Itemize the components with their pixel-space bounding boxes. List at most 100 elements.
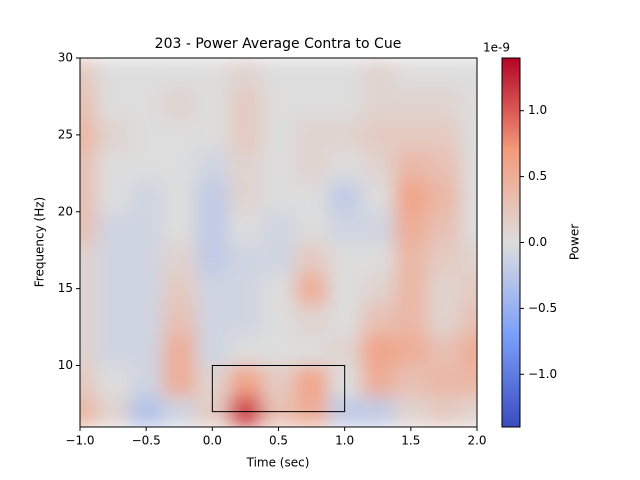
heatmap-cell <box>162 150 197 182</box>
heatmap-cell <box>195 88 230 120</box>
heatmap-cell <box>80 273 98 305</box>
heatmap-cell <box>427 150 461 182</box>
heatmap-cell <box>361 304 395 336</box>
heatmap-cell <box>394 242 428 274</box>
heatmap-cell <box>80 396 98 427</box>
heatmap-cell <box>361 181 395 213</box>
heatmap-cell <box>228 242 263 274</box>
heatmap-cell <box>96 181 131 213</box>
heatmap-cell <box>228 181 263 213</box>
heatmap-cell <box>361 150 395 182</box>
heatmap-cell <box>394 150 428 182</box>
heatmap-cell <box>96 211 131 243</box>
heatmap-cell <box>460 181 477 213</box>
heatmap-cell <box>361 396 395 427</box>
heatmap-cell <box>361 273 395 305</box>
heatmap-cell <box>162 242 197 274</box>
heatmap-cell <box>129 273 164 305</box>
heatmap-cell <box>129 181 164 213</box>
colorbar-tick-label: 0.5 <box>528 169 547 183</box>
heatmap-cell <box>195 273 230 305</box>
heatmap-cell <box>162 334 197 366</box>
heatmap-cell <box>162 396 197 427</box>
heatmap-cell <box>261 273 296 305</box>
colorbar-offset: 1e-9 <box>483 41 510 55</box>
heatmap-cell <box>394 396 428 427</box>
heatmap-cell <box>80 88 98 120</box>
y-axis-label: Frequency (Hz) <box>33 197 47 288</box>
heatmap-cell <box>80 242 98 274</box>
heatmap-cell <box>328 119 362 151</box>
heatmap-cell <box>295 150 329 182</box>
heatmap-cell <box>80 181 98 213</box>
heatmap-cell <box>129 365 164 397</box>
heatmap-cell <box>261 181 296 213</box>
heatmap-cell <box>361 88 395 120</box>
heatmap-cell <box>96 88 131 120</box>
heatmap-cell <box>427 58 461 90</box>
heatmap-cell <box>394 365 428 397</box>
heatmap-cell <box>129 88 164 120</box>
heatmap <box>80 58 477 427</box>
heatmap-cell <box>96 365 131 397</box>
x-tick-label: 1.5 <box>401 434 420 448</box>
heatmap-cell <box>228 150 263 182</box>
heatmap-cell <box>427 181 461 213</box>
heatmap-cell <box>162 119 197 151</box>
heatmap-cell <box>361 119 395 151</box>
heatmap-cell <box>361 211 395 243</box>
heatmap-cell <box>328 242 362 274</box>
heatmap-cell <box>394 181 428 213</box>
heatmap-cell <box>129 334 164 366</box>
heatmap-cell <box>460 365 477 397</box>
heatmap-cell <box>328 211 362 243</box>
heatmap-cell <box>361 58 395 90</box>
heatmap-cell <box>261 58 296 90</box>
x-tick-label: 0.5 <box>269 434 288 448</box>
heatmap-cell <box>295 334 329 366</box>
heatmap-cell <box>460 273 477 305</box>
heatmap-cell <box>96 242 131 274</box>
y-tick-label: 25 <box>58 127 73 141</box>
heatmap-cell <box>328 58 362 90</box>
heatmap-cell <box>228 304 263 336</box>
heatmap-cell <box>394 334 428 366</box>
heatmap-cell <box>295 211 329 243</box>
heatmap-cell <box>80 211 98 243</box>
x-tick-label: 0.0 <box>203 434 222 448</box>
heatmap-cell <box>295 365 329 397</box>
heatmap-cell <box>460 150 477 182</box>
heatmap-cell <box>394 304 428 336</box>
heatmap-cell <box>460 334 477 366</box>
heatmap-cell <box>195 181 230 213</box>
x-tick-label: −0.5 <box>132 434 161 448</box>
heatmap-cell <box>129 242 164 274</box>
y-tick-label: 30 <box>58 51 73 65</box>
heatmap-cell <box>195 58 230 90</box>
heatmap-cell <box>460 396 477 427</box>
heatmap-cell <box>295 242 329 274</box>
heatmap-cell <box>96 334 131 366</box>
heatmap-cell <box>96 396 131 427</box>
heatmap-cell <box>228 58 263 90</box>
heatmap-cell <box>80 58 98 90</box>
heatmap-cell <box>427 365 461 397</box>
heatmap-cell <box>328 150 362 182</box>
heatmap-cell <box>195 211 230 243</box>
heatmap-cell <box>261 334 296 366</box>
colorbar-tick-label: −1.0 <box>528 367 557 381</box>
chart-title: 203 - Power Average Contra to Cue <box>155 36 402 52</box>
heatmap-cell <box>96 150 131 182</box>
heatmap-cell <box>228 334 263 366</box>
heatmap-cell <box>460 88 477 120</box>
colorbar-tick-label: 1.0 <box>528 103 547 117</box>
heatmap-cell <box>427 242 461 274</box>
heatmap-cell <box>328 334 362 366</box>
heatmap-cell <box>162 58 197 90</box>
heatmap-cell <box>427 273 461 305</box>
heatmap-cell <box>162 211 197 243</box>
heatmap-cell <box>328 88 362 120</box>
heatmap-cell <box>427 304 461 336</box>
y-tick-label: 15 <box>58 281 73 295</box>
heatmap-cell <box>162 88 197 120</box>
